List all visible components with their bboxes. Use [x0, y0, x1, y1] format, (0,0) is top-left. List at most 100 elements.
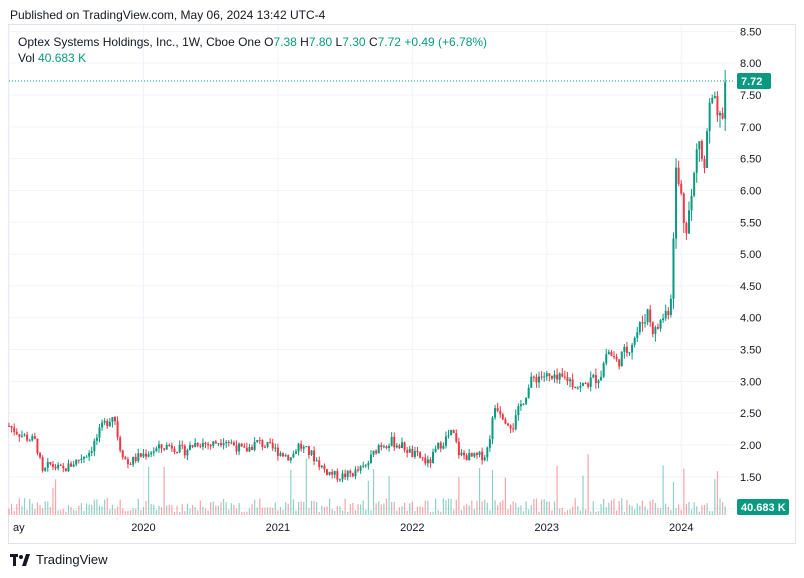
volume-bar	[297, 502, 300, 515]
candle-body	[623, 346, 626, 352]
open-value: 7.38	[273, 35, 297, 49]
volume-bar	[437, 509, 439, 515]
candle-body	[85, 456, 88, 458]
candle-body	[569, 379, 572, 382]
candle-body	[716, 96, 719, 116]
volume-bar	[264, 507, 266, 515]
volume-bar	[623, 511, 625, 515]
candle-body	[62, 465, 65, 469]
candle-body	[101, 422, 104, 428]
candle-body	[294, 451, 297, 454]
last-price-tag-bg	[737, 73, 771, 89]
candle-body	[18, 434, 21, 437]
change-value: +0.49 (+6.78%)	[404, 35, 488, 49]
volume-bar	[600, 503, 602, 515]
candle-body	[147, 454, 150, 457]
candle-body	[566, 377, 569, 382]
candle-body	[10, 426, 13, 428]
candle-body	[367, 462, 370, 466]
volume-bar	[155, 510, 157, 515]
volume-bar	[696, 506, 698, 515]
candle-body	[134, 456, 137, 461]
volume-bar	[698, 511, 700, 515]
volume-bar	[148, 466, 150, 515]
volume-bar	[142, 507, 145, 515]
candle-body	[625, 346, 628, 353]
candle-body	[711, 98, 714, 103]
candle-body	[545, 373, 548, 377]
y-tick-label: 6.50	[740, 154, 761, 166]
volume-bar	[652, 499, 654, 515]
y-tick-label: 2.50	[740, 408, 761, 420]
volume-bar	[647, 509, 649, 515]
volume-bar	[98, 505, 101, 515]
candle-body	[8, 425, 10, 427]
candle-body	[519, 404, 522, 407]
candle-body	[222, 443, 225, 446]
volume-bar	[248, 508, 251, 515]
candle-body	[574, 386, 577, 389]
candle-body	[23, 434, 26, 436]
y-tick-label: 1.50	[740, 472, 761, 484]
volume-bar	[597, 511, 600, 515]
volume-label: Vol	[18, 51, 35, 65]
volume-bar	[427, 500, 429, 515]
candle-body	[261, 440, 264, 447]
candle-body	[282, 453, 285, 457]
volume-bar	[569, 509, 571, 515]
volume-bar	[104, 499, 106, 515]
candle-body	[75, 459, 78, 465]
candle-body	[116, 421, 119, 438]
candle-body	[150, 452, 153, 455]
volume-bar	[530, 505, 532, 515]
volume-bar	[166, 505, 168, 515]
candle-body	[165, 444, 168, 450]
candle-body	[194, 442, 197, 447]
volume-bar	[313, 500, 315, 515]
volume-bar	[127, 510, 129, 515]
volume-bar	[36, 502, 39, 515]
candle-body	[429, 459, 432, 464]
candle-body	[157, 444, 160, 449]
volume-bar	[305, 458, 307, 515]
volume-bar	[670, 509, 672, 515]
candle-body	[398, 445, 401, 449]
candle-body	[610, 351, 613, 357]
candle-body	[256, 440, 259, 443]
volume-bar	[26, 509, 28, 515]
candle-body	[390, 436, 393, 446]
volume-bar	[497, 505, 499, 515]
candle-body	[687, 210, 690, 234]
volume-bar	[409, 503, 411, 515]
candle-body	[276, 447, 279, 456]
candle-body	[605, 354, 608, 364]
candle-body	[328, 471, 331, 475]
candle-body	[240, 443, 243, 447]
volume-bar	[388, 476, 390, 515]
candle-body	[284, 455, 287, 457]
candle-body	[504, 419, 507, 424]
candle-body	[708, 102, 711, 132]
volume-bar	[504, 477, 507, 515]
candle-body	[589, 377, 592, 387]
candle-body	[121, 450, 124, 458]
volume-bar	[631, 506, 633, 515]
candle-body	[496, 408, 499, 411]
candle-body	[349, 470, 352, 474]
footer[interactable]: TradingView	[10, 552, 108, 567]
volume-bar	[230, 503, 232, 515]
candle-body	[111, 417, 114, 422]
candle-body	[103, 420, 106, 423]
volume-bar	[67, 505, 70, 515]
candle-body	[675, 167, 678, 239]
candle-body	[313, 450, 316, 462]
candle-body	[649, 309, 652, 323]
candle-body	[540, 376, 543, 378]
volume-bar	[556, 465, 558, 515]
candle-body	[499, 410, 502, 415]
candle-body	[41, 457, 44, 471]
volume-bar	[323, 507, 326, 515]
candle-body	[39, 453, 42, 458]
candle-body	[434, 448, 437, 452]
